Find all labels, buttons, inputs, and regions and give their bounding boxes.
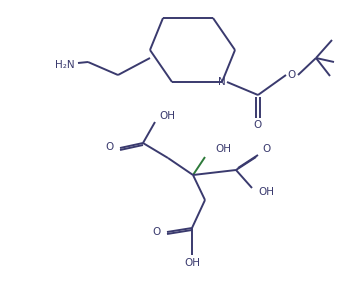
- Text: OH: OH: [159, 111, 175, 121]
- Text: O: O: [288, 70, 296, 80]
- Text: OH: OH: [215, 144, 231, 154]
- Text: OH: OH: [184, 258, 200, 268]
- Text: O: O: [254, 120, 262, 130]
- Text: O: O: [153, 227, 161, 237]
- Text: OH: OH: [258, 187, 274, 197]
- Text: O: O: [106, 142, 114, 152]
- Text: O: O: [262, 144, 270, 154]
- Text: H₂N: H₂N: [55, 60, 75, 70]
- Text: N: N: [218, 77, 226, 87]
